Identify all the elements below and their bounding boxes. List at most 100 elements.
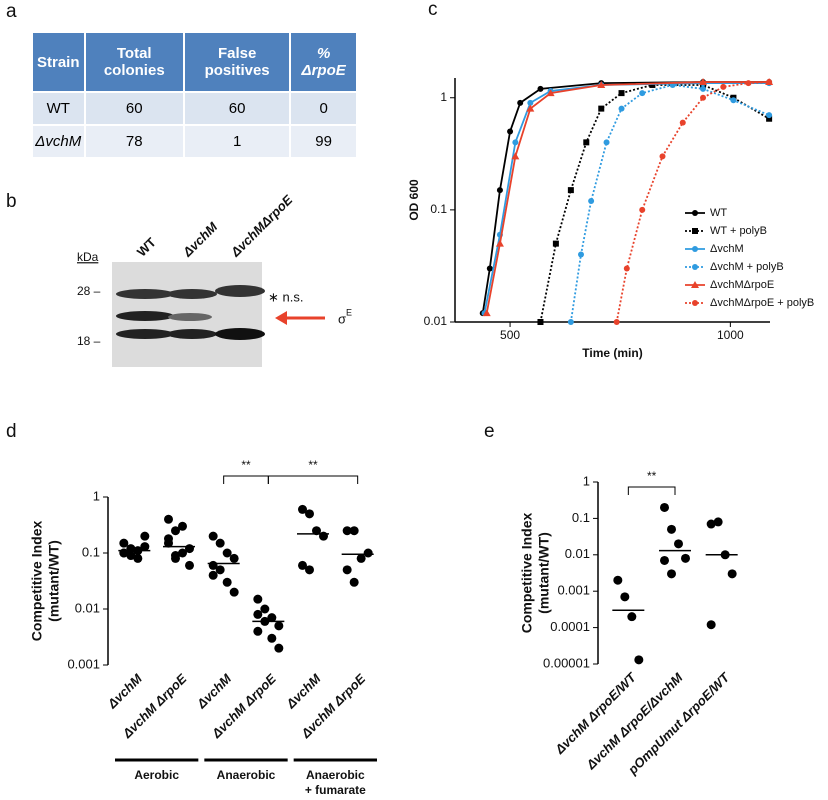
point bbox=[267, 633, 277, 643]
point bbox=[274, 643, 284, 653]
point bbox=[713, 517, 723, 527]
cell: 60 bbox=[183, 91, 292, 125]
point bbox=[349, 526, 359, 536]
marker-label: 18 – bbox=[77, 334, 101, 348]
point bbox=[482, 309, 491, 317]
band bbox=[167, 289, 217, 299]
unit-label: kDa bbox=[77, 250, 99, 264]
point bbox=[222, 548, 232, 558]
point bbox=[667, 524, 676, 534]
marker-label: 28 – bbox=[77, 284, 101, 298]
y-tick-label: 1 bbox=[93, 488, 100, 503]
point bbox=[766, 112, 773, 119]
header-cell: Total colonies bbox=[84, 33, 185, 92]
point bbox=[679, 119, 686, 126]
panel-label: c bbox=[428, 0, 438, 20]
point bbox=[274, 621, 284, 631]
point bbox=[674, 539, 683, 549]
lane-label: ΔvchMΔrpoE bbox=[227, 192, 295, 260]
point bbox=[164, 514, 173, 524]
point bbox=[546, 89, 555, 97]
legend-marker bbox=[691, 281, 699, 288]
point bbox=[639, 90, 646, 97]
point bbox=[639, 206, 646, 213]
point bbox=[133, 553, 143, 563]
x-tick-label: 1000 bbox=[717, 328, 744, 342]
cell: 78 bbox=[84, 124, 185, 157]
point bbox=[305, 565, 314, 575]
point bbox=[208, 531, 218, 541]
point bbox=[537, 319, 544, 325]
lane-label: ΔvchM bbox=[179, 218, 221, 260]
point bbox=[171, 551, 180, 561]
point bbox=[164, 534, 173, 544]
series-line bbox=[569, 84, 770, 323]
point bbox=[627, 612, 637, 622]
table-row: ΔvchM 78 1 99 bbox=[33, 124, 358, 157]
y-tick-label: 0.01 bbox=[565, 546, 590, 561]
series-line bbox=[485, 81, 770, 314]
lane-label: WT bbox=[134, 235, 159, 260]
band bbox=[215, 285, 265, 297]
point bbox=[613, 575, 623, 585]
point bbox=[552, 240, 559, 247]
cell: 0 bbox=[290, 91, 358, 125]
point bbox=[363, 548, 373, 558]
point bbox=[526, 104, 535, 112]
point bbox=[660, 555, 669, 565]
y-tick-label: 0.0001 bbox=[550, 619, 590, 634]
point bbox=[319, 531, 328, 541]
x-tick-label: ΔvchM bbox=[104, 670, 146, 712]
legend-label: ΔvchMΔrpoE bbox=[710, 279, 774, 291]
point bbox=[171, 526, 180, 536]
point bbox=[312, 526, 321, 536]
point bbox=[119, 548, 129, 558]
point bbox=[260, 604, 270, 614]
point bbox=[700, 94, 707, 101]
point bbox=[618, 90, 625, 97]
point bbox=[185, 560, 194, 570]
x-tick-label: ΔvchM bbox=[193, 670, 235, 712]
point bbox=[700, 85, 707, 92]
point bbox=[603, 139, 610, 146]
point bbox=[222, 577, 232, 587]
y-axis-label: Competitive Index bbox=[29, 521, 45, 642]
point bbox=[620, 592, 630, 602]
point bbox=[342, 526, 352, 536]
ns-label: ∗ n.s. bbox=[268, 289, 303, 304]
y-axis-label: OD 600 bbox=[407, 179, 421, 221]
header-cell: % ΔrpoE bbox=[290, 33, 358, 92]
y-tick-label: 0.1 bbox=[430, 202, 447, 216]
y-tick-label: 0.00001 bbox=[543, 655, 590, 670]
cell: ΔvchM bbox=[33, 124, 86, 157]
panel-label: a bbox=[6, 1, 17, 22]
group-label: Anaerobic bbox=[306, 768, 365, 782]
point bbox=[496, 187, 503, 194]
band bbox=[167, 329, 217, 339]
point bbox=[126, 551, 136, 561]
y-tick-label: 0.01 bbox=[75, 600, 100, 615]
point bbox=[356, 553, 366, 563]
point bbox=[706, 519, 716, 529]
point bbox=[517, 99, 524, 106]
legend-label: WT bbox=[710, 207, 727, 219]
point bbox=[511, 152, 520, 160]
band bbox=[116, 289, 174, 299]
legend-label: ΔvchM bbox=[710, 243, 744, 255]
y-tick-label: 1 bbox=[583, 473, 590, 488]
table-header: Strain Total colonies False positives % … bbox=[33, 33, 358, 92]
point bbox=[567, 187, 574, 194]
significance-label: ** bbox=[647, 469, 657, 483]
point bbox=[253, 626, 263, 636]
point bbox=[253, 594, 263, 604]
legend-marker bbox=[692, 228, 698, 234]
point bbox=[140, 542, 150, 552]
group-label: Aerobic bbox=[134, 768, 179, 782]
significance-label: ** bbox=[241, 458, 251, 472]
point bbox=[578, 251, 584, 258]
legend-label: ΔvchM + polyB bbox=[710, 261, 784, 273]
header-cell: Strain bbox=[33, 33, 86, 92]
point bbox=[659, 153, 666, 160]
table-row: WT 60 60 0 bbox=[33, 91, 358, 125]
